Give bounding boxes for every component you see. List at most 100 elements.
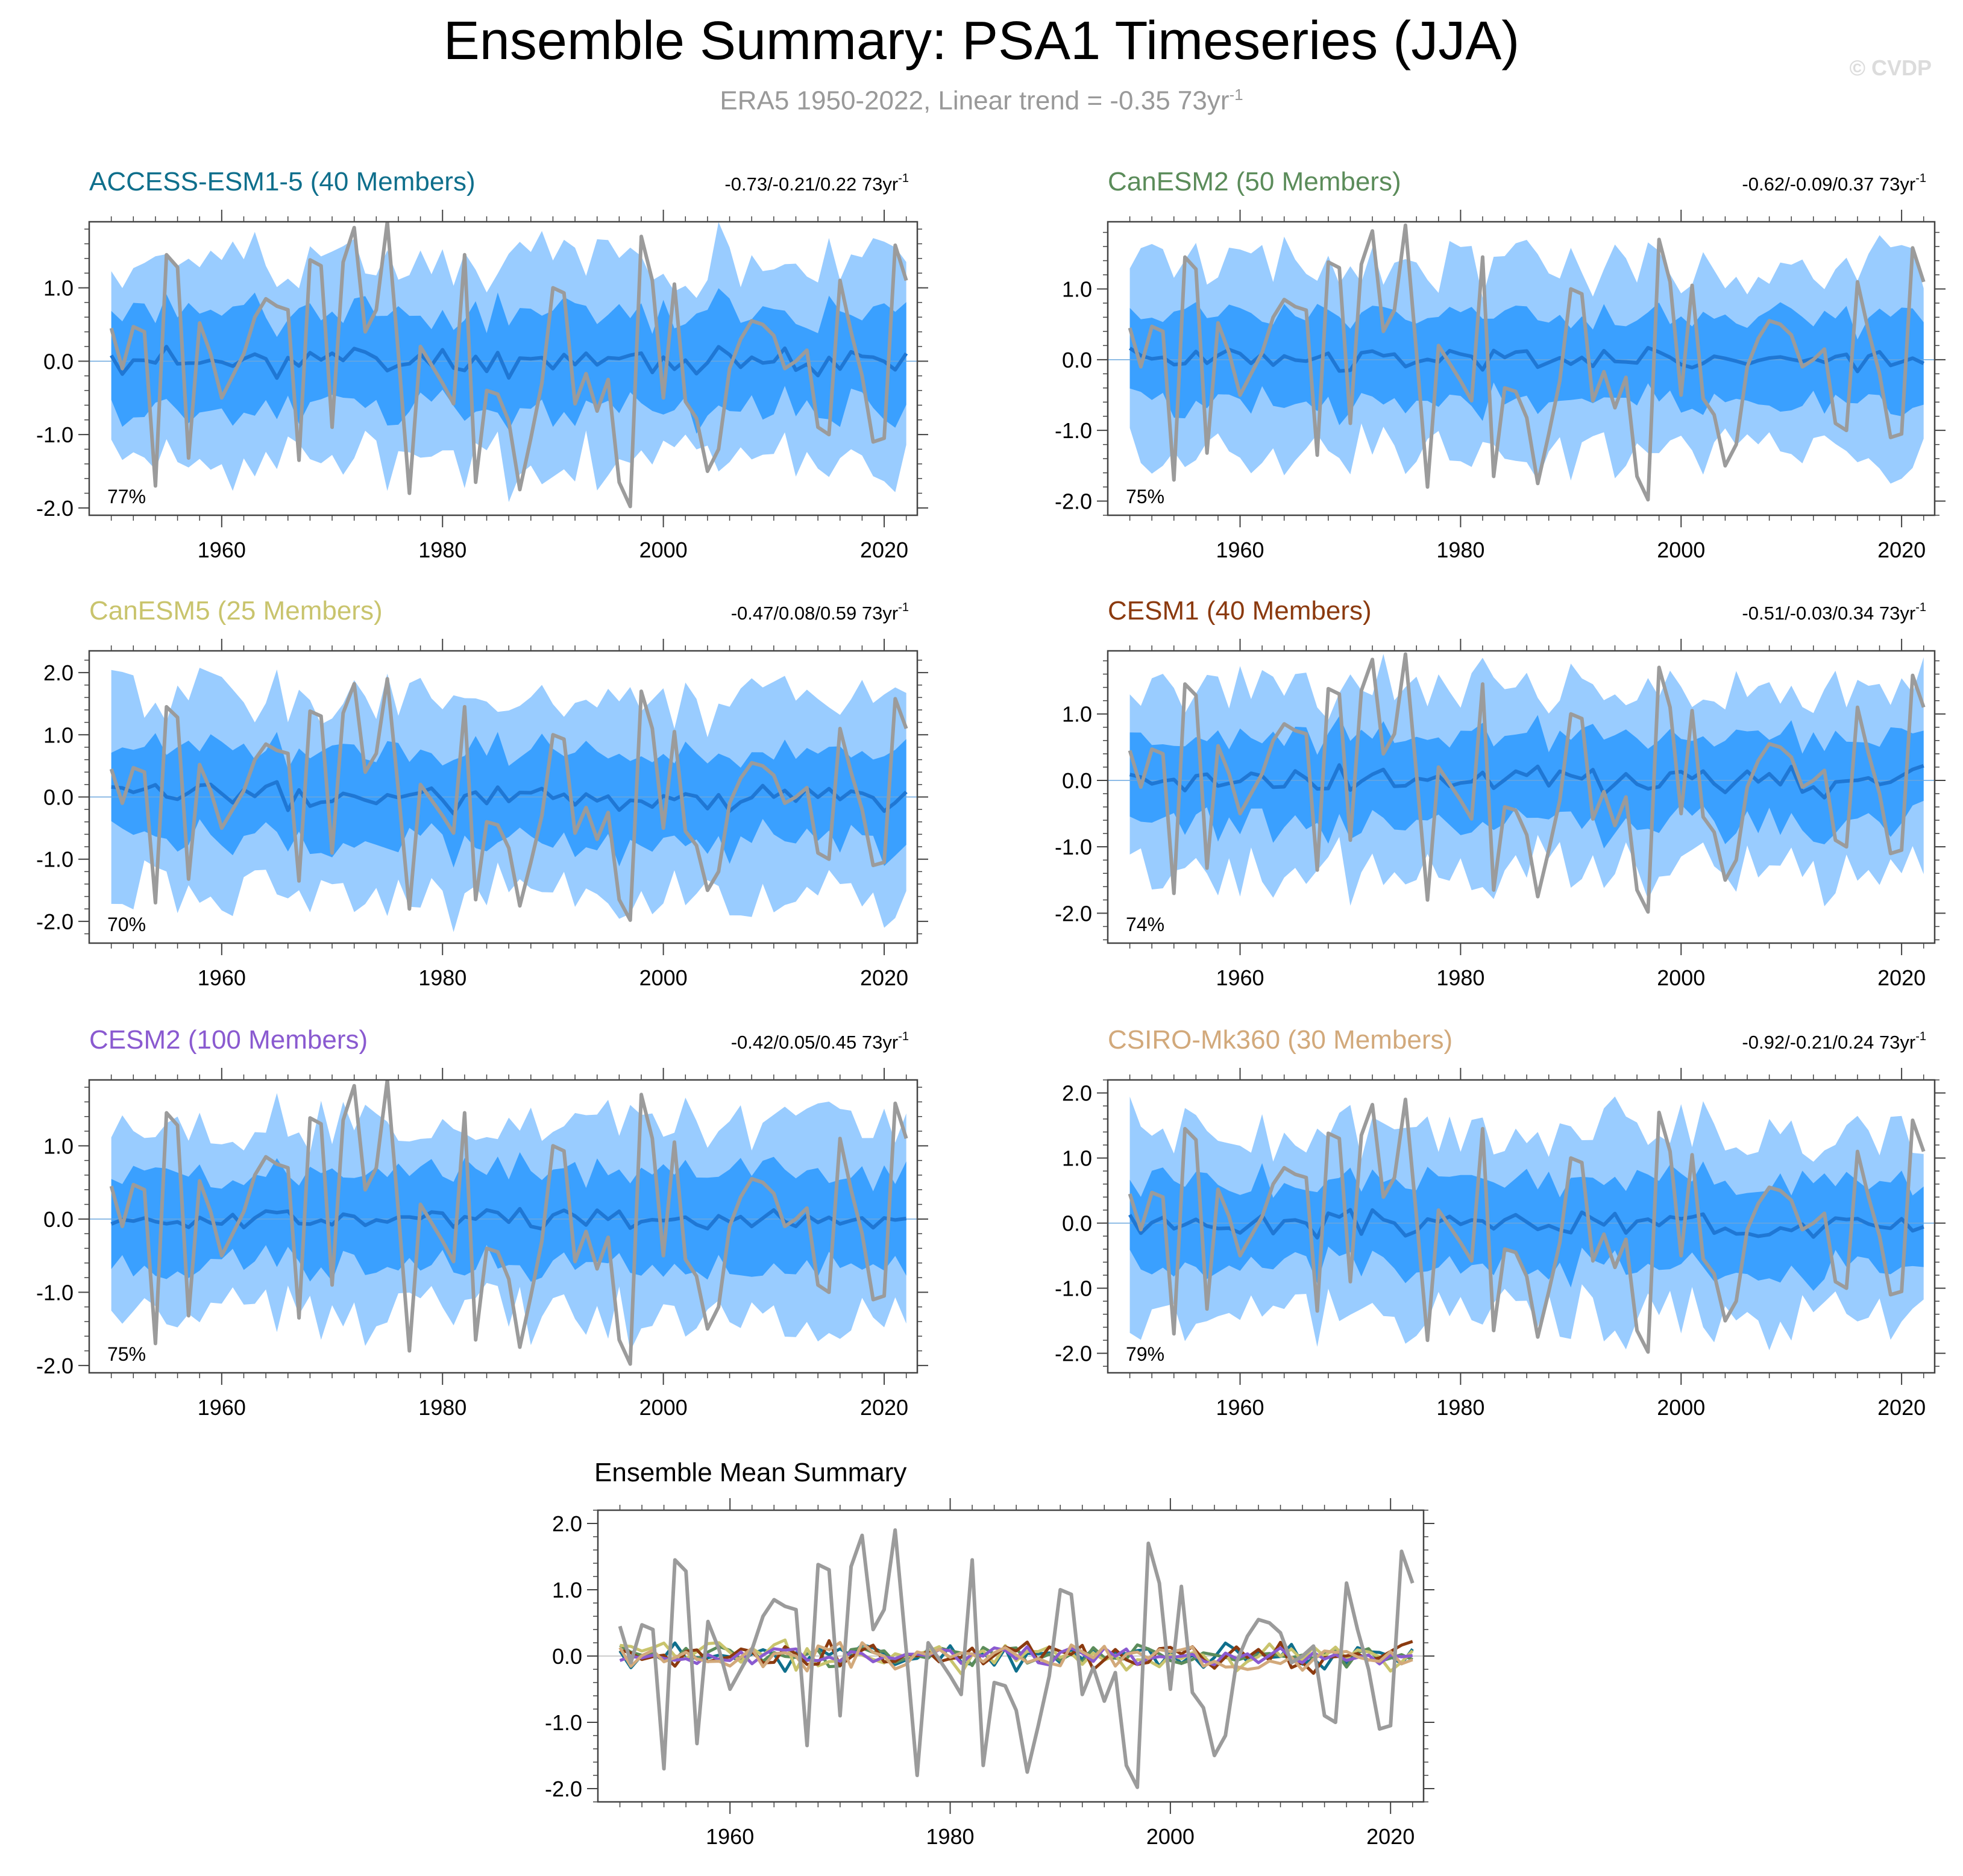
trend-text: -0.92/-0.21/0.24 73yr (1742, 1032, 1915, 1053)
y-tick-label: 2.0 (552, 1511, 582, 1536)
percent-label: 75% (1126, 486, 1164, 507)
y-tick-label: -2.0 (1055, 901, 1092, 926)
trend-sup: -1 (1915, 1030, 1926, 1043)
y-tick-label: -1.0 (1055, 418, 1092, 443)
x-tick-label: 1980 (418, 538, 466, 562)
x-tick-label: 1960 (706, 1824, 754, 1849)
x-tick-label: 1960 (198, 965, 246, 990)
y-tick-label: 0.0 (43, 1207, 74, 1232)
x-tick-label: 2000 (1657, 965, 1705, 990)
panel-title: CESM1 (40 Members) (1108, 596, 1372, 626)
trend-sup: -1 (898, 1030, 909, 1043)
trend-text: -0.51/-0.03/0.34 73yr (1742, 603, 1915, 624)
plot-area (89, 668, 917, 932)
y-tick-label: 1.0 (1062, 702, 1092, 727)
percent-label: 75% (107, 1343, 146, 1365)
x-tick-label: 2020 (1366, 1824, 1415, 1849)
ensemble-mean-line (110, 345, 908, 380)
panel-title: Ensemble Mean Summary (594, 1458, 906, 1487)
percent-label: 79% (1126, 1343, 1164, 1365)
y-tick-label: -2.0 (36, 909, 74, 934)
observed-line (109, 677, 908, 922)
y-tick-label: 1.0 (43, 723, 74, 747)
panel-title: CanESM5 (25 Members) (89, 596, 383, 626)
model-mean-line-5 (619, 1645, 1413, 1667)
y-tick-label: 0.0 (43, 349, 74, 374)
trend-text: -0.47/0.08/0.59 73yr (731, 603, 898, 624)
x-tick-label: 2000 (639, 965, 688, 990)
panel-title: ACCESS-ESM1-5 (40 Members) (89, 167, 476, 196)
y-tick-label: 1.0 (1062, 277, 1092, 301)
y-tick-label: -1.0 (36, 1280, 74, 1305)
x-tick-label: 1960 (198, 1395, 246, 1420)
y-tick-label: -1.0 (36, 847, 74, 872)
plot-frame (88, 221, 919, 516)
plot-frame (1107, 1079, 1936, 1374)
plot-frame (88, 1079, 919, 1374)
trend-range-label: -0.92/-0.21/0.24 73yr-1 (1742, 1030, 1926, 1053)
x-tick-label: 2020 (1877, 965, 1926, 990)
chart-panel-3: 2.0 1.0 0.0 -1.0 -2.0 1960 1980 2000 2020 CanESM5… (36, 596, 928, 990)
observed-line (1128, 652, 1926, 914)
plot-area (89, 1080, 917, 1366)
chart-panel-6: 2.0 1.0 0.0 -1.0 -2.0 1960 1980 2000 2020 CSIRO-M… (1055, 1025, 1946, 1420)
y-tick-label: -1.0 (1055, 1276, 1092, 1301)
y-tick-label: 0.0 (552, 1644, 582, 1669)
y-tick-label: -2.0 (36, 496, 74, 521)
trend-range-label: -0.51/-0.03/0.34 73yr-1 (1742, 601, 1926, 624)
x-tick-label: 1980 (1436, 538, 1484, 562)
percent-label: 74% (1126, 914, 1164, 935)
plot-frame (1107, 221, 1936, 516)
x-tick-label: 2020 (1877, 538, 1926, 562)
trend-text: -0.42/0.05/0.45 73yr (731, 1032, 898, 1053)
y-tick-label: 0.0 (1062, 768, 1092, 793)
y-tick-label: -2.0 (36, 1354, 74, 1378)
y-tick-label: 1.0 (43, 1134, 74, 1158)
x-tick-label: 1980 (1436, 1395, 1484, 1420)
y-tick-label: 2.0 (43, 660, 74, 685)
inner-spread-band (1129, 302, 1924, 425)
x-tick-label: 1980 (1436, 965, 1484, 990)
trend-sup: -1 (898, 172, 909, 185)
y-tick-label: -1.0 (545, 1710, 582, 1735)
x-tick-label: 2000 (639, 538, 688, 562)
trend-range-label: -0.47/0.08/0.59 73yr-1 (731, 601, 909, 624)
observed-line (109, 1080, 908, 1366)
y-tick-label: 0.0 (43, 785, 74, 810)
ensemble-mean-line (110, 1206, 907, 1231)
x-tick-label: 2000 (639, 1395, 688, 1420)
plot-area (1108, 652, 1935, 914)
y-tick-label: 0.0 (1062, 1211, 1092, 1236)
trend-range-label: -0.62/-0.09/0.37 73yr-1 (1742, 172, 1926, 195)
trend-sup: -1 (1915, 601, 1926, 614)
plot-frame (1107, 650, 1936, 944)
x-tick-label: 2020 (860, 965, 908, 990)
x-tick-label: 2020 (1877, 1395, 1926, 1420)
x-tick-label: 1980 (418, 965, 466, 990)
x-tick-label: 1980 (926, 1824, 974, 1849)
x-tick-label: 2020 (860, 538, 908, 562)
chart-panel-7: 2.0 1.0 0.0 -1.0 -2.0 1960 1980 2000 2020 Ensembl… (545, 1458, 1434, 1849)
y-tick-label: 2.0 (1062, 1081, 1092, 1106)
percent-label: 77% (107, 486, 146, 507)
chart-panel-4: 1.0 0.0 -1.0 -2.0 1960 1980 2000 2020 CESM1 (40 … (1055, 596, 1946, 990)
y-tick-label: 1.0 (43, 276, 74, 301)
observed-line (618, 1528, 1415, 1789)
panel-title: CSIRO-Mk360 (30 Members) (1108, 1025, 1453, 1055)
y-tick-label: -2.0 (1055, 1341, 1092, 1366)
trend-range-label: -0.73/-0.21/0.22 73yr-1 (724, 172, 909, 195)
y-tick-label: -2.0 (1055, 489, 1092, 514)
plot-area (1108, 1096, 1935, 1354)
inner-spread-band (111, 1152, 906, 1282)
x-tick-label: 1980 (418, 1395, 466, 1420)
x-tick-label: 2000 (1146, 1824, 1195, 1849)
x-tick-label: 1960 (1216, 538, 1264, 562)
trend-range-label: -0.42/0.05/0.45 73yr-1 (731, 1030, 909, 1053)
page-title: Ensemble Summary: PSA1 Timeseries (JJA) (443, 11, 1520, 71)
trend-sup: -1 (898, 601, 909, 614)
y-tick-label: -1.0 (1055, 835, 1092, 859)
plot-area (1108, 223, 1935, 502)
x-tick-label: 2000 (1657, 1395, 1705, 1420)
x-tick-label: 2020 (860, 1395, 908, 1420)
